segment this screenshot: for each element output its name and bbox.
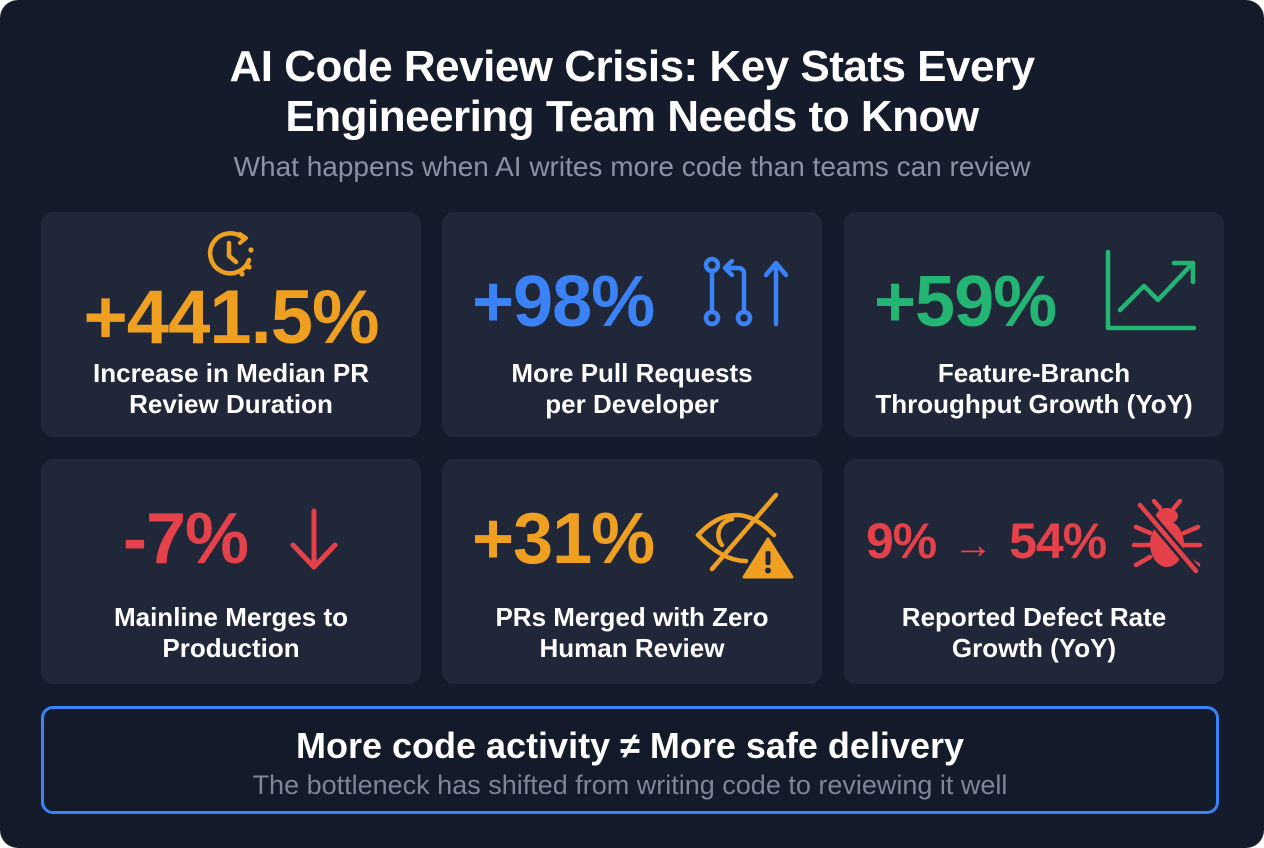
stat-card-zero-human-review: +31% PRs Merged with Zero Human Review xyxy=(442,459,822,684)
stat-label-mainline-merges: Mainline Merges to Production xyxy=(113,602,349,663)
stat-value-review-duration: +441.5% xyxy=(83,275,379,360)
stat-label-zero-human-review: PRs Merged with Zero Human Review xyxy=(495,602,769,663)
stat-label-review-duration: Increase in Median PR Review Duration xyxy=(93,358,369,419)
stat-value-defect-rate: 9% → 54% xyxy=(866,511,1107,575)
defect-rate-to: 54% xyxy=(1009,513,1107,569)
defect-rate-arrow: → xyxy=(953,523,993,567)
takeaway-headline: More code activity ≠ More safe delivery xyxy=(295,725,965,766)
clock-icon xyxy=(207,231,254,277)
stat-value-mainline-merges: -7% xyxy=(123,499,249,579)
stat-label-defect-rate: Reported Defect Rate Growth (YoY) xyxy=(901,602,1167,663)
stat-card-review-duration: +441.5% Increase in Median PR Review Dur… xyxy=(41,212,421,437)
pull-request-icon xyxy=(703,256,789,327)
title-line-2: Engineering Team Needs to Know xyxy=(285,92,979,141)
title-line-1: AI Code Review Crisis: Key Stats Every xyxy=(229,42,1035,91)
eye-slash-warning-icon xyxy=(695,492,794,579)
arrow-down-icon xyxy=(290,508,338,570)
stat-label-pull-requests: More Pull Requests per Developer xyxy=(511,358,753,419)
stat-value-pull-requests: +98% xyxy=(472,262,655,342)
stat-card-pull-requests: +98% More Pull Requests per Developer xyxy=(442,212,822,437)
trend-up-chart-icon xyxy=(1105,249,1197,331)
defect-rate-from: 9% xyxy=(866,513,937,569)
takeaway-subtext: The bottleneck has shifted from writing … xyxy=(252,770,1008,800)
stat-label-feature-branch-throughput: Feature-Branch Throughput Growth (YoY) xyxy=(875,358,1193,419)
stat-card-defect-rate: 9% → 54% Reported Defect Rate xyxy=(844,459,1224,684)
stat-card-mainline-merges: -7% Mainline Merges to Production xyxy=(41,459,421,684)
page-subtitle: What happens when AI writes more code th… xyxy=(233,151,1031,182)
stat-value-feature-branch-throughput: +59% xyxy=(874,262,1057,342)
stat-card-feature-branch-throughput: +59% Feature-Branch Throughput Growth (Y… xyxy=(844,212,1224,437)
bug-slash-icon xyxy=(1131,499,1203,575)
stat-value-zero-human-review: +31% xyxy=(472,499,655,579)
takeaway-callout: More code activity ≠ More safe delivery … xyxy=(41,706,1219,814)
page-title: AI Code Review Crisis: Key Stats Every E… xyxy=(0,42,1264,142)
